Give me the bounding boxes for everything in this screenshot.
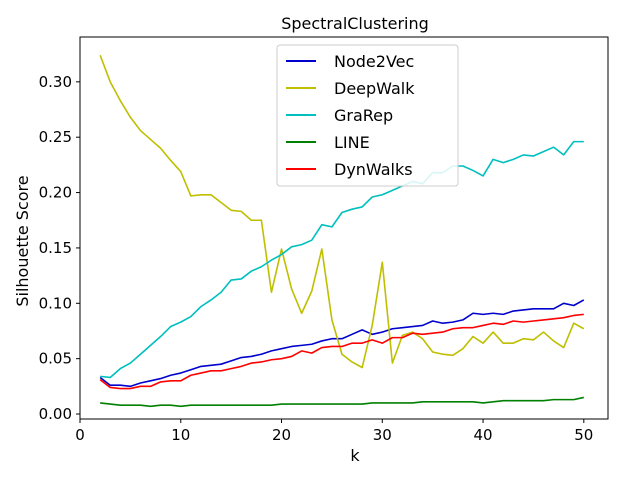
series-line-line [100,396,584,408]
series-layer [99,54,585,408]
series-line-deepwalk [99,54,585,369]
plot-frame [79,36,609,420]
legend-entry: DeepWalk [334,79,415,98]
y-axis: 0.00 0.05 0.10 0.15 0.20 0.25 0.30 [39,73,80,423]
x-tick-label: 50 [574,426,593,444]
y-tick-label: 0.20 [39,184,72,202]
x-tick-label: 30 [373,426,392,444]
legend-entry: LINE [334,133,370,152]
legend-entry: GraRep [334,106,393,125]
x-tick-label: 40 [474,426,493,444]
y-tick-label: 0.25 [39,128,72,146]
x-tick-label: 10 [171,426,190,444]
x-tick-label: 0 [75,426,85,444]
legend-box [276,44,459,187]
legend: Node2Vec DeepWalk GraRep LINE DynWalks [276,44,459,187]
y-tick-label: 0.15 [39,239,72,257]
y-tick-label: 0.10 [39,294,72,312]
x-axis: 0 10 20 30 40 50 [75,419,593,444]
y-axis-label: Silhouette Score [13,175,32,306]
y-tick-label: 0.00 [39,405,72,423]
x-axis-label: k [350,446,360,465]
chart-title: SpectralClustering [281,14,429,33]
series-line-node2vec [99,299,585,388]
y-tick-label: 0.30 [39,73,72,91]
series-line-grarep [100,140,584,379]
legend-entry: DynWalks [334,160,413,179]
series-line-dynwalks [99,313,584,390]
y-tick-label: 0.05 [39,350,72,368]
x-tick-label: 20 [272,426,291,444]
legend-entry: Node2Vec [334,52,414,71]
